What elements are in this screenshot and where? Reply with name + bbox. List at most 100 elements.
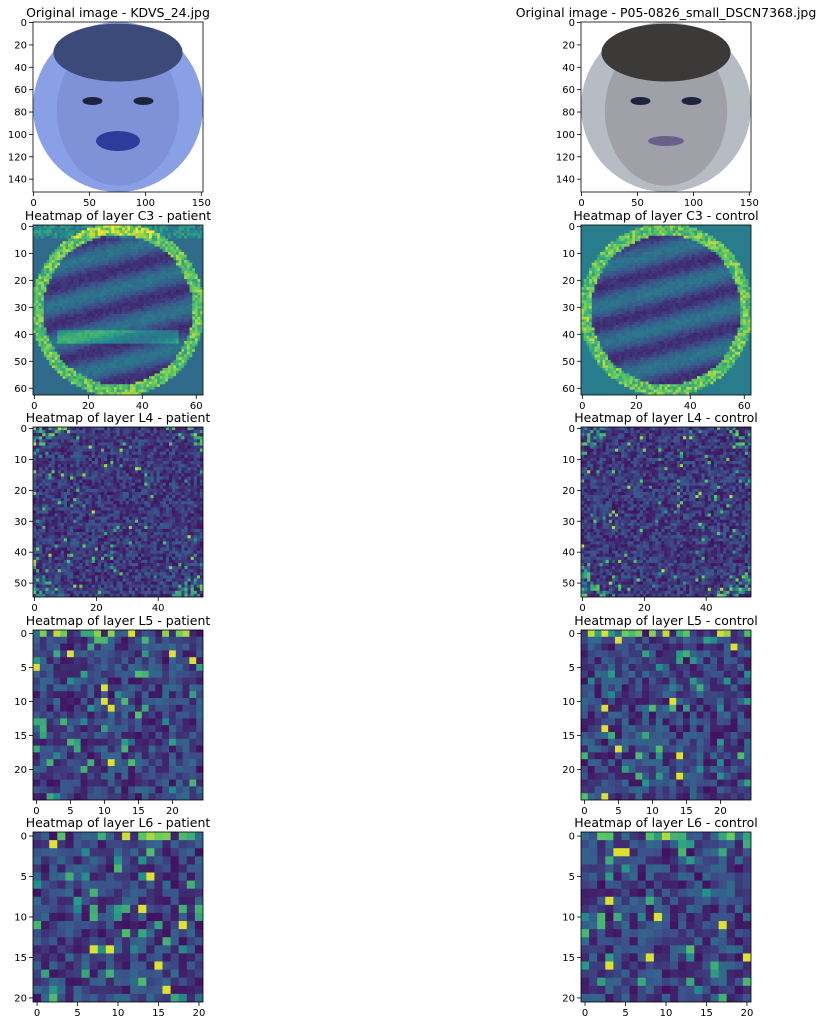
heatmap-cell xyxy=(41,249,45,253)
heatmap-cell xyxy=(51,295,55,299)
heatmap-cell xyxy=(173,254,177,258)
heatmap-cell xyxy=(43,295,47,299)
heatmap-cell xyxy=(178,265,182,269)
heatmap-cell xyxy=(46,343,50,347)
heatmap-cell xyxy=(691,230,695,234)
heatmap-cell xyxy=(81,322,85,326)
heatmap-cell xyxy=(634,233,639,237)
heatmap-cell xyxy=(197,359,201,364)
heatmap-cell xyxy=(178,292,182,296)
heatmap-cell xyxy=(165,284,169,288)
heatmap-cell xyxy=(130,324,134,328)
heatmap-cell xyxy=(57,349,61,353)
heatmap-cell xyxy=(616,227,620,231)
heatmap-cell xyxy=(51,281,55,285)
heatmap-cell xyxy=(41,362,45,366)
heatmap-cell xyxy=(707,241,711,245)
heatmap-cell xyxy=(108,308,112,312)
heatmap-cell xyxy=(78,343,82,347)
heatmap-cell xyxy=(691,238,695,242)
heatmap-cell xyxy=(686,233,690,237)
heatmap-cell xyxy=(694,243,698,247)
heatmap-cell xyxy=(76,357,80,361)
heatmap-cell xyxy=(656,238,660,242)
heatmap-cell xyxy=(715,225,720,229)
heatmap-cell xyxy=(594,235,598,239)
heatmap-cell xyxy=(683,241,687,245)
x-tick-label: 150 xyxy=(740,198,759,209)
heatmap-cell xyxy=(103,373,107,377)
heatmap-cell xyxy=(664,230,668,234)
heatmap-cell xyxy=(154,341,158,345)
heatmap-cell xyxy=(38,241,42,245)
heatmap-cell xyxy=(688,230,693,234)
y-tick-label: 120 xyxy=(8,152,27,163)
heatmap-cell xyxy=(742,235,746,239)
heatmap-cell xyxy=(618,225,622,229)
heatmap-cell xyxy=(194,251,198,256)
heatmap-cell xyxy=(59,265,64,269)
heatmap-cell xyxy=(116,246,120,250)
heatmap-cell xyxy=(78,265,82,269)
heatmap-cell xyxy=(140,354,145,358)
heatmap-cell xyxy=(108,346,112,350)
heatmap-cell xyxy=(35,359,39,364)
heatmap-cell xyxy=(119,251,123,256)
heatmap-cell xyxy=(95,241,99,245)
heatmap-cell xyxy=(151,249,155,253)
heatmap-cell xyxy=(667,257,671,261)
heatmap-cell xyxy=(78,324,82,328)
heatmap-cell xyxy=(184,227,188,231)
heatmap-cell xyxy=(159,305,163,310)
heatmap-cell xyxy=(197,292,201,296)
heatmap-cell xyxy=(167,262,172,266)
heatmap-cell xyxy=(78,359,82,364)
heatmap-cell xyxy=(132,354,136,358)
heatmap-cell xyxy=(103,281,107,285)
heatmap-cell xyxy=(165,386,169,390)
heatmap-cell xyxy=(73,332,77,337)
heatmap-cell xyxy=(108,233,112,237)
heatmap-cell xyxy=(100,281,104,285)
heatmap-cell xyxy=(113,303,118,307)
heatmap-cell xyxy=(78,276,82,280)
heatmap-cell xyxy=(119,308,123,312)
heatmap-cell xyxy=(151,235,155,239)
heatmap-cell xyxy=(124,327,128,331)
heatmap-cell xyxy=(181,249,185,253)
heatmap-cell xyxy=(740,251,744,256)
heatmap-cell xyxy=(713,260,717,264)
heatmap-cell xyxy=(57,270,61,274)
heatmap-cell xyxy=(95,362,99,366)
heatmap-cell xyxy=(197,287,201,291)
heatmap-cell xyxy=(119,316,123,320)
heatmap-cell xyxy=(70,287,74,291)
heatmap-cell xyxy=(76,370,80,374)
heatmap-cell xyxy=(162,297,166,301)
heatmap-cell xyxy=(170,376,174,380)
heatmap-cell xyxy=(146,384,150,388)
heatmap-cell xyxy=(159,332,163,337)
heatmap-cell xyxy=(167,330,172,334)
heatmap-cell xyxy=(116,260,120,264)
heatmap-cell xyxy=(200,376,203,380)
heatmap-cell xyxy=(680,251,684,256)
heatmap-cell xyxy=(35,262,39,266)
heatmap-cell xyxy=(103,289,107,293)
heatmap-cell xyxy=(192,362,196,366)
heatmap-cell xyxy=(151,305,155,310)
heatmap-cell xyxy=(162,384,166,388)
heatmap-cell xyxy=(184,346,188,350)
heatmap-cell xyxy=(81,260,85,264)
heatmap-cell xyxy=(70,376,74,380)
heatmap-cell xyxy=(132,343,136,347)
heatmap-cell xyxy=(149,362,153,366)
heatmap-cell xyxy=(95,297,99,301)
heatmap-cell xyxy=(162,295,166,299)
heatmap-cell xyxy=(132,346,136,350)
heatmap-cell xyxy=(705,257,709,261)
heatmap-cell xyxy=(616,249,620,253)
heatmap-cell xyxy=(726,227,730,231)
heatmap-cell xyxy=(103,335,107,339)
heatmap-cell xyxy=(51,386,55,390)
